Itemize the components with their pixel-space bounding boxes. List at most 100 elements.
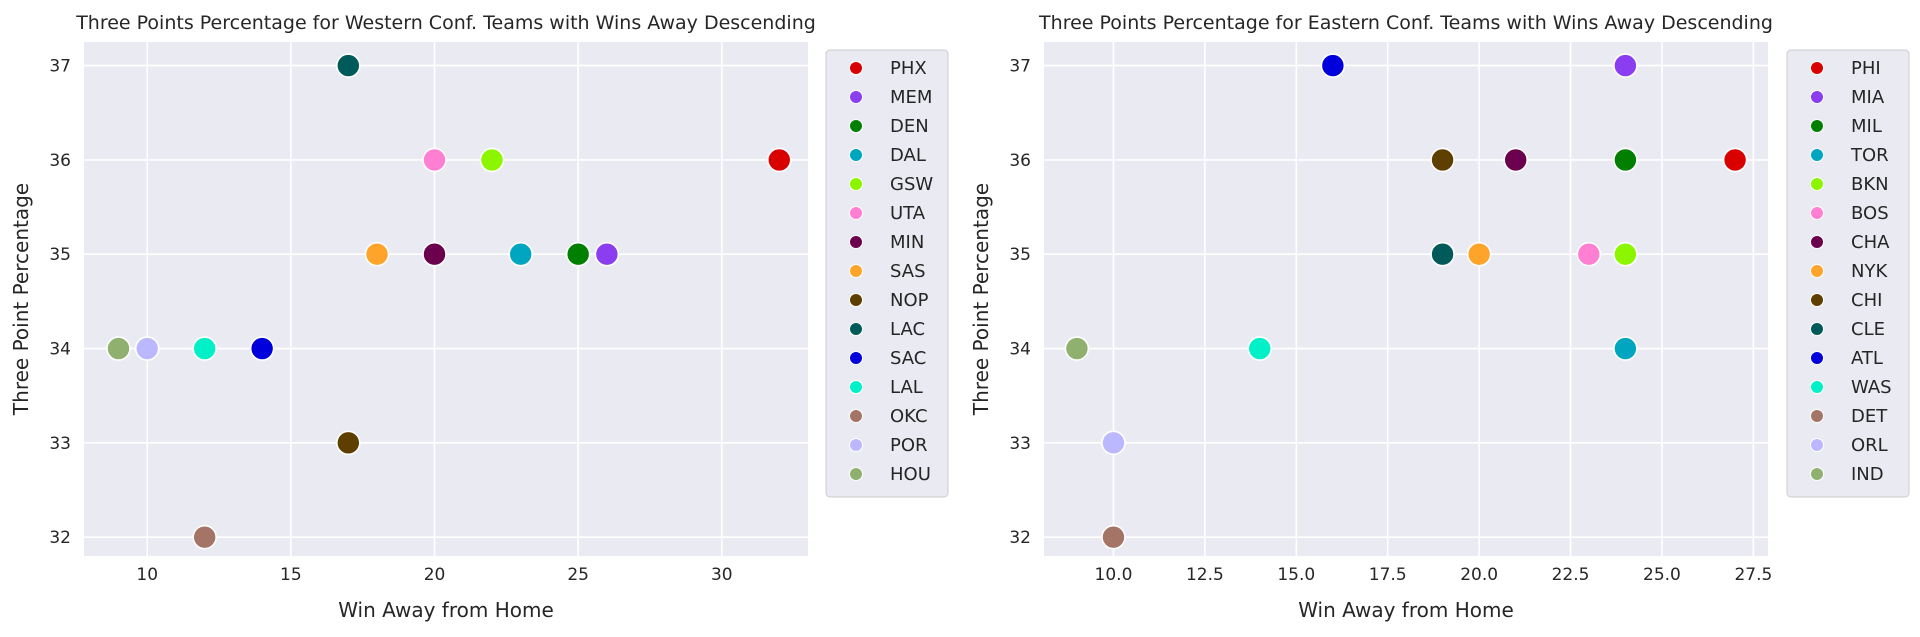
x-tick-label: 25 [567,565,589,585]
legend-label: HOU [890,464,931,485]
legend-marker-mia [1810,90,1824,104]
legend-marker-nyk [1810,264,1824,278]
chart-title: Three Points Percentage for Eastern Conf… [1038,12,1773,34]
legend-marker-dal [849,148,863,162]
x-tick-label: 17.5 [1369,565,1407,585]
legend-marker-mem [849,90,863,104]
data-point-lac [336,53,361,78]
x-axis-label: Win Away from Home [338,598,554,622]
data-point-mem [594,241,620,267]
legend-label: SAS [890,261,926,282]
data-point-atl [1320,53,1346,78]
data-point-okc [192,524,217,550]
data-point-gsw [479,147,505,173]
data-point-den [565,241,591,267]
x-tick-label: 20 [424,565,446,585]
y-tick-label: 35 [1009,245,1031,265]
data-point-det [1101,524,1126,550]
legend-marker-den [849,119,863,133]
legend-marker-bkn [1810,177,1824,191]
data-point-uta [422,147,447,173]
legend-marker-okc [849,409,863,423]
data-point-bos [1576,241,1602,267]
legend-label: CHA [1851,232,1890,253]
y-tick-label: 37 [49,57,71,77]
legend-label: BKN [1851,174,1889,195]
legend-marker-was [1810,380,1824,394]
x-tick-label: 10 [136,565,158,585]
legend-marker-sas [849,264,863,278]
x-tick-label: 12.5 [1186,565,1224,585]
legend-marker-sac [849,351,863,365]
legend-label: IND [1851,464,1884,485]
legend-marker-nop [849,293,863,307]
data-point-tor [1613,336,1638,361]
data-point-lal [192,336,217,361]
legend [1786,49,1910,498]
y-tick-label: 35 [49,245,71,265]
legend-label: DAL [890,145,926,166]
data-point-was [1247,336,1273,361]
data-point-dal [508,241,533,267]
legend-marker-cle [1810,322,1824,336]
legend-label: BOS [1851,203,1889,224]
legend-label: DET [1851,406,1888,427]
y-axis-label: Three Point Percentage [969,183,993,416]
y-tick-label: 32 [1009,528,1031,548]
x-tick-label: 10.0 [1095,565,1133,585]
data-point-phi [1722,147,1748,173]
data-point-ind [1064,336,1090,361]
legend-label: POR [890,435,928,456]
chart-panel-eastern: 10.0 12.5 15.0 17.5 20.0 22.5 25.0 27.5 32 33 34 35… [969,12,1910,622]
x-tick-label: 15.0 [1277,565,1315,585]
legend-marker-tor [1810,148,1824,162]
legend-label: LAC [890,319,925,340]
legend-label: PHI [1851,58,1881,79]
legend-label: WAS [1851,377,1892,398]
y-axis-label: Three Point Percentage [9,183,33,416]
x-tick-label: 27.5 [1734,565,1772,585]
legend-label: ATL [1851,348,1883,369]
plot-area [84,42,808,556]
legend-marker-det [1810,409,1824,423]
legend-marker-min [849,235,863,249]
legend-label: CLE [1851,319,1885,340]
data-point-orl [1101,430,1126,456]
y-tick-label: 34 [1009,340,1031,360]
legend-label: MIA [1851,87,1885,108]
legend-label: SAC [890,348,926,369]
y-tick-label: 34 [49,340,71,360]
data-point-sac [249,336,275,361]
legend-marker-mil [1810,119,1824,133]
y-tick-label: 36 [1009,151,1031,171]
y-tick-label: 33 [1009,434,1031,454]
legend-marker-phi [1810,61,1824,75]
legend-marker-phx [849,61,863,75]
x-tick-label: 30 [711,565,733,585]
legend-marker-bos [1810,206,1824,220]
legend-label: TOR [1850,145,1889,166]
chart-panel-western: 10 15 20 25 30 32 33 34 35 36 37 Three Points Perce… [9,12,949,622]
legend-label: NOP [890,290,929,311]
x-tick-label: 15 [280,565,302,585]
y-tick-label: 36 [49,151,71,171]
legend-marker-uta [849,206,863,220]
legend-marker-por [849,438,863,452]
data-point-bkn [1613,241,1638,267]
legend-label: DEN [890,116,929,137]
legend-label: NYK [1851,261,1888,282]
legend-label: CHI [1851,290,1882,311]
legend-marker-atl [1810,351,1824,365]
y-tick-label: 32 [49,528,71,548]
x-tick-label: 20.0 [1460,565,1498,585]
chart-title: Three Points Percentage for Western Conf… [75,12,816,34]
data-point-sas [364,241,390,267]
legend-label: MIL [1851,116,1882,137]
legend-label: UTA [890,203,926,224]
legend-label: LAL [890,377,923,398]
data-point-nop [336,430,361,456]
x-tick-label: 22.5 [1552,565,1590,585]
data-point-hou [106,336,131,361]
x-axis-label: Win Away from Home [1298,598,1514,622]
